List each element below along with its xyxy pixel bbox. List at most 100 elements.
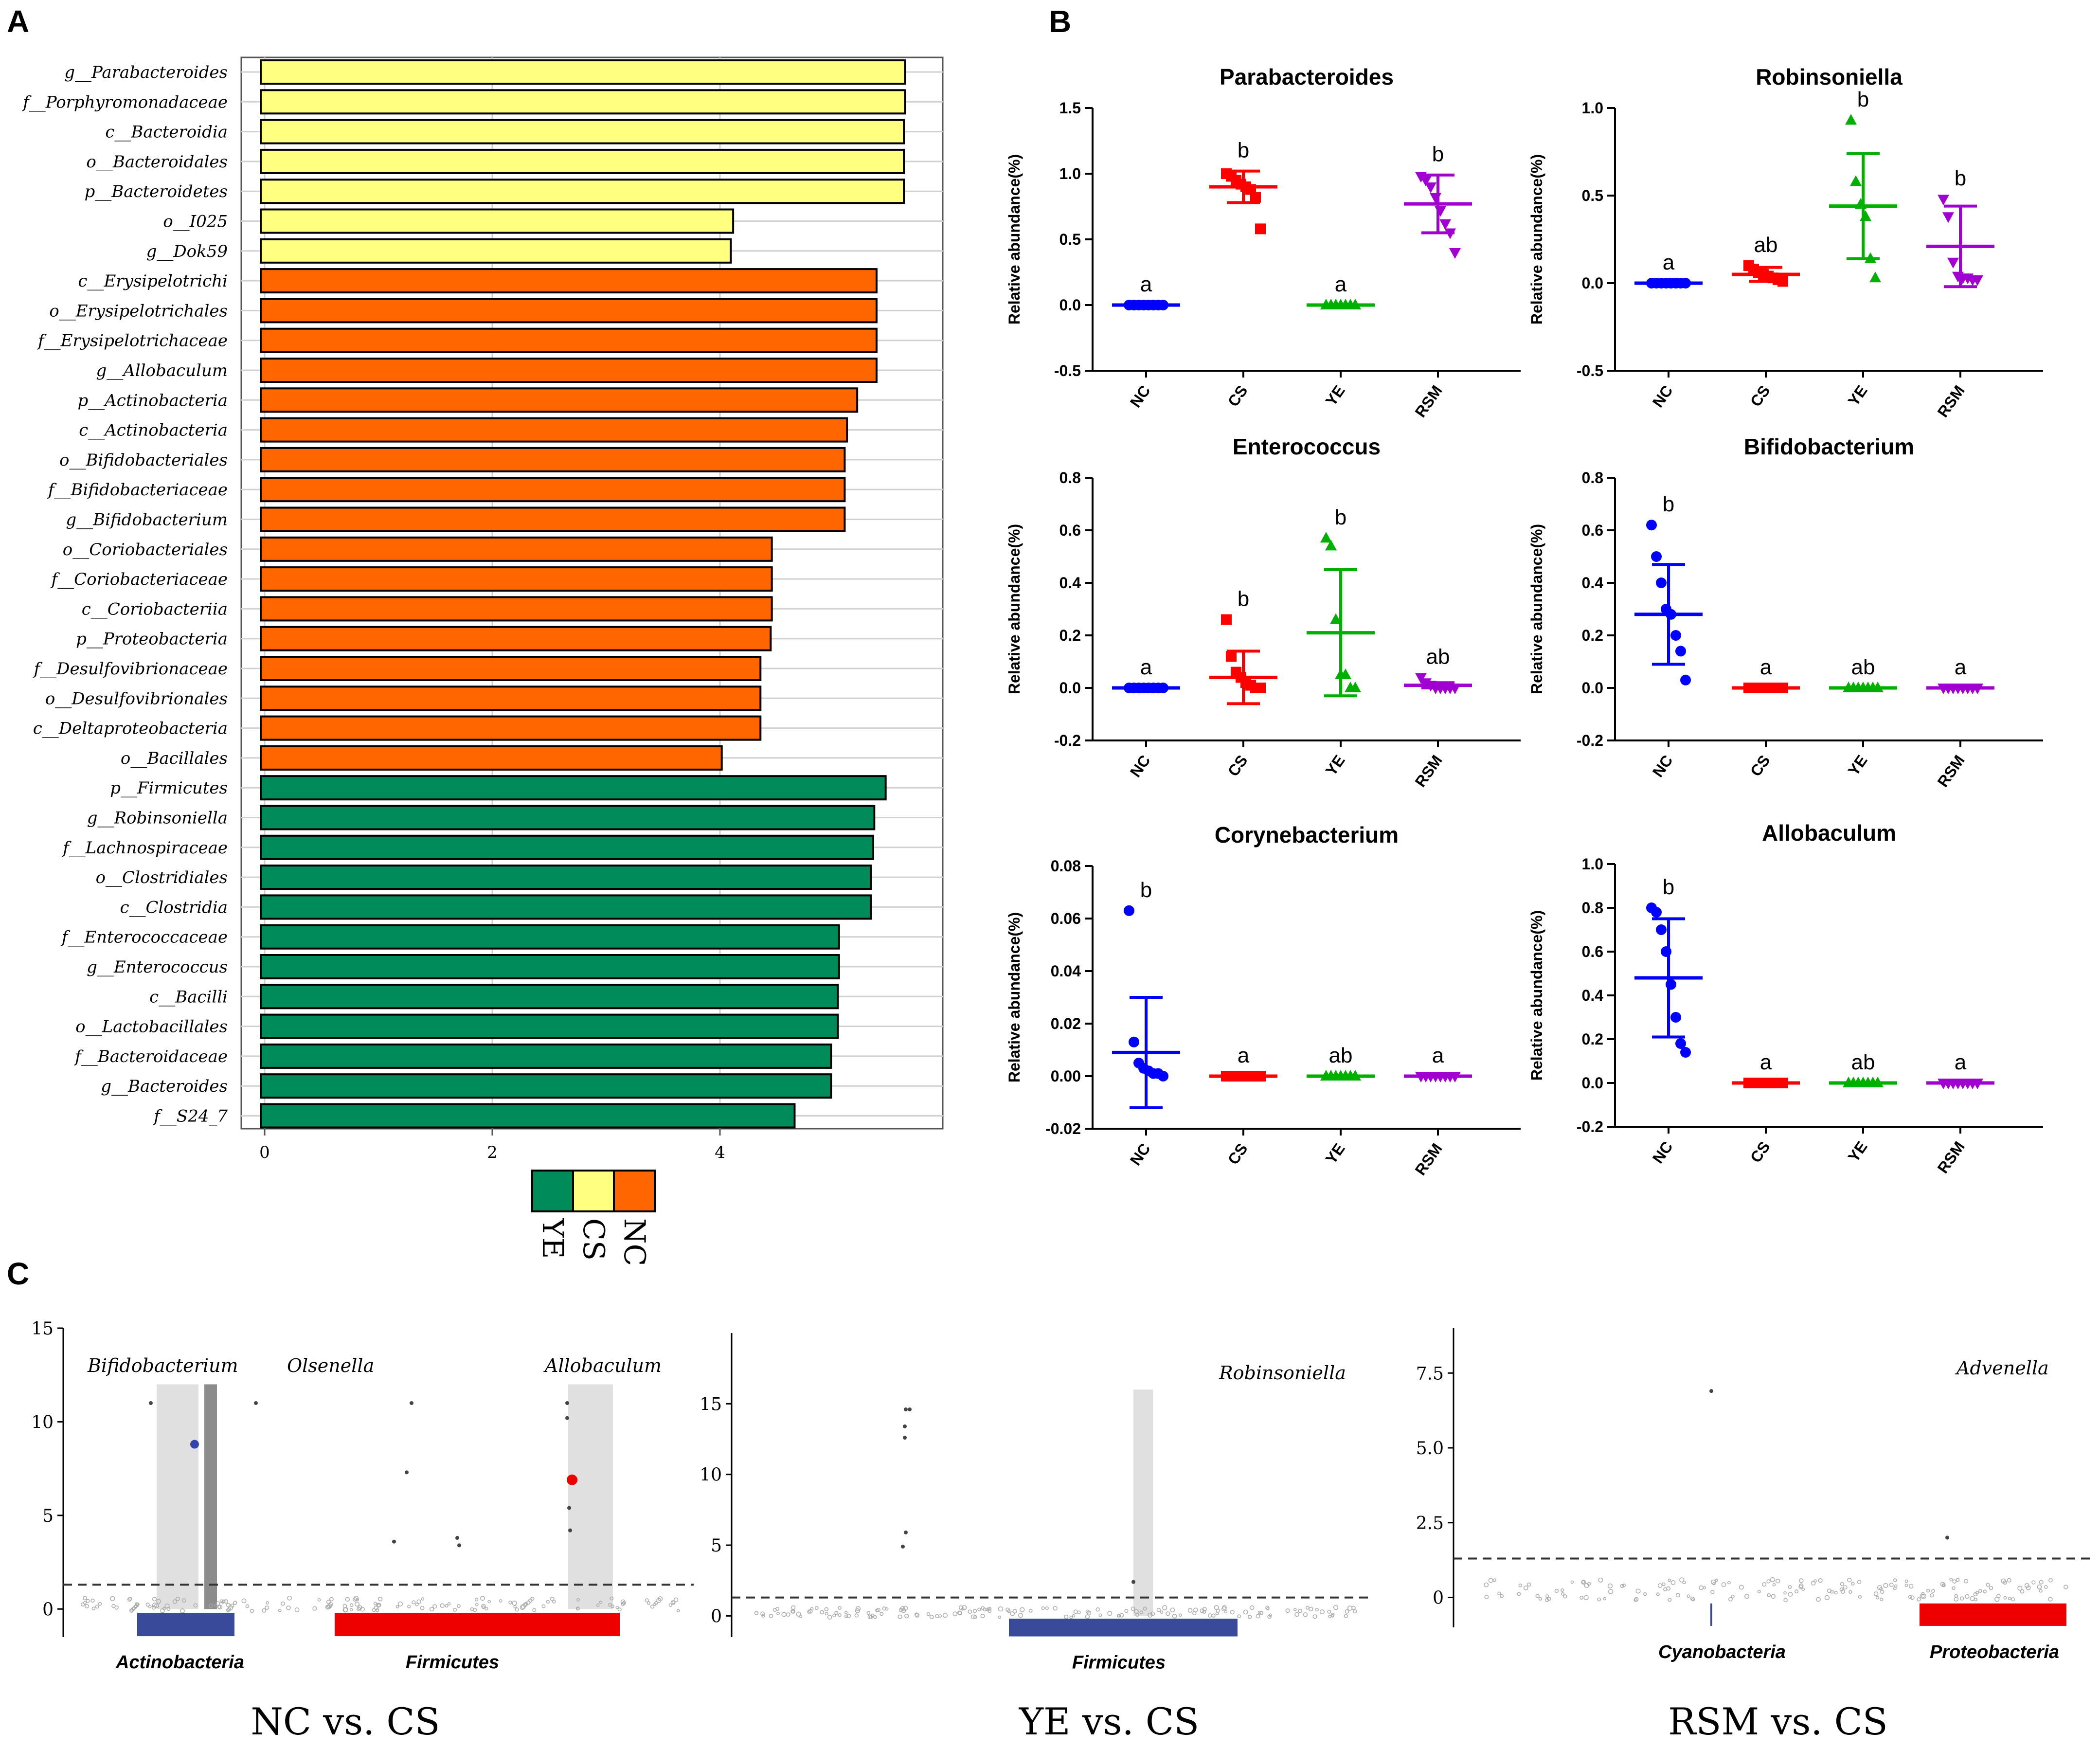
background-point [1351, 1605, 1356, 1610]
feature-point [392, 1539, 396, 1544]
scatter-ytick-0-02: 0.02 [1051, 1015, 1081, 1032]
background-point [1656, 1592, 1660, 1596]
feature-point [565, 1416, 569, 1420]
data-point [1670, 1012, 1681, 1023]
background-point [1843, 1585, 1848, 1590]
significance-letter: a [1432, 1044, 1444, 1067]
lefse-bar-g-enterococcus [260, 954, 840, 979]
background-point [900, 1606, 905, 1611]
scatter-ytick-0-5: 0.5 [1582, 187, 1603, 204]
feature-point [254, 1401, 258, 1405]
background-point [1839, 1587, 1844, 1592]
background-point [1904, 1579, 1908, 1583]
lefse-xtick-4: 4 [715, 1143, 725, 1162]
background-point [825, 1612, 828, 1616]
scatter-ytick-0-8: 0.8 [1582, 469, 1603, 487]
background-point [1243, 1609, 1248, 1615]
background-point [1150, 1611, 1155, 1616]
background-point [897, 1614, 902, 1619]
background-point [1954, 1597, 1959, 1602]
feature-point [1709, 1389, 1713, 1393]
background-point [1484, 1582, 1489, 1587]
lefse-bar-p-actinobacteria [260, 387, 859, 413]
background-point [576, 1598, 580, 1602]
scatter-ytick-0-0: 0.0 [1582, 274, 1603, 292]
background-point [329, 1597, 334, 1602]
scatter-ylabel: Relative abundance(%) [1005, 524, 1023, 694]
background-point [1711, 1579, 1716, 1585]
scatter-ytick-0-6: 0.6 [1582, 943, 1603, 960]
lefse-bar-o-lactobacillales [260, 1013, 839, 1039]
background-point [358, 1605, 362, 1610]
feature-point [904, 1407, 908, 1411]
background-point [610, 1605, 614, 1608]
background-point [1160, 1610, 1164, 1614]
background-point [420, 1605, 425, 1610]
phylum-bar-cyanobacteria [1710, 1603, 1712, 1626]
highlighted-feature-point [190, 1440, 199, 1449]
background-point [1298, 1608, 1303, 1613]
background-point [407, 1605, 411, 1608]
background-point [91, 1606, 96, 1611]
background-point [1931, 1589, 1935, 1593]
lefse-label-f-erysipelotrichaceae: f__Erysipelotrichaceae [36, 331, 228, 351]
significance-letter: b [1955, 166, 1966, 190]
background-point [1818, 1578, 1823, 1583]
background-point [832, 1613, 836, 1618]
lefse-label-f-bacteroidaceae: f__Bacteroidaceae [73, 1047, 228, 1066]
lefse-bar-c-clostridia [260, 894, 872, 920]
background-point [499, 1599, 503, 1603]
background-point [1053, 1605, 1058, 1611]
background-point [1250, 1605, 1255, 1610]
background-point [1315, 1607, 1319, 1612]
scatter-ylabel: Relative abundance(%) [1528, 154, 1545, 325]
background-point [1319, 1609, 1325, 1615]
background-point [1788, 1585, 1792, 1589]
background-point [1527, 1582, 1531, 1587]
background-point [182, 1598, 186, 1603]
background-point [546, 1600, 550, 1604]
background-point [1344, 1614, 1348, 1618]
lefse-label-g-robinsoniella: g__Robinsoniella [87, 809, 228, 828]
background-point [412, 1600, 416, 1605]
significance-letter: a [1140, 655, 1152, 679]
background-point [447, 1602, 451, 1605]
background-point [854, 1613, 859, 1618]
background-point [914, 1612, 919, 1617]
background-point [145, 1603, 150, 1607]
scatter-ylabel: Relative abundance(%) [1528, 910, 1545, 1081]
background-point [1172, 1614, 1177, 1619]
background-point [1327, 1609, 1331, 1614]
background-point [1285, 1608, 1290, 1613]
lefse-label-g-bifidobacterium: g__Bifidobacterium [66, 510, 228, 530]
background-point [1849, 1590, 1852, 1594]
background-point [846, 1613, 851, 1618]
significance-letter: a [1663, 251, 1675, 274]
legend-label-cs: CS [576, 1218, 610, 1261]
legend-label-nc: NC [617, 1218, 651, 1266]
background-point [83, 1596, 88, 1601]
lefse-bar-o-coriobacteriales [260, 536, 773, 562]
background-point [1607, 1583, 1613, 1588]
taxon-annotation-advenella: Advenella [1955, 1357, 2049, 1379]
background-point [110, 1596, 115, 1602]
data-point [1675, 646, 1686, 657]
background-point [1799, 1578, 1804, 1583]
background-point [286, 1605, 291, 1610]
lefse-bar-f-lachnospiraceae [260, 834, 874, 860]
data-point [1226, 651, 1237, 662]
scatter-ytick-0-2: 0.2 [1059, 627, 1081, 644]
background-point [1643, 1592, 1647, 1596]
background-point [1303, 1612, 1308, 1617]
background-point [349, 1603, 354, 1607]
background-point [1965, 1594, 1970, 1599]
background-point [1148, 1612, 1153, 1618]
background-point [1492, 1578, 1496, 1582]
background-point [83, 1601, 87, 1605]
background-point [987, 1607, 990, 1611]
background-point [1691, 1597, 1695, 1602]
background-point [1767, 1593, 1771, 1597]
background-point [1156, 1607, 1161, 1612]
data-point [1670, 630, 1681, 641]
data-point [1330, 613, 1342, 624]
